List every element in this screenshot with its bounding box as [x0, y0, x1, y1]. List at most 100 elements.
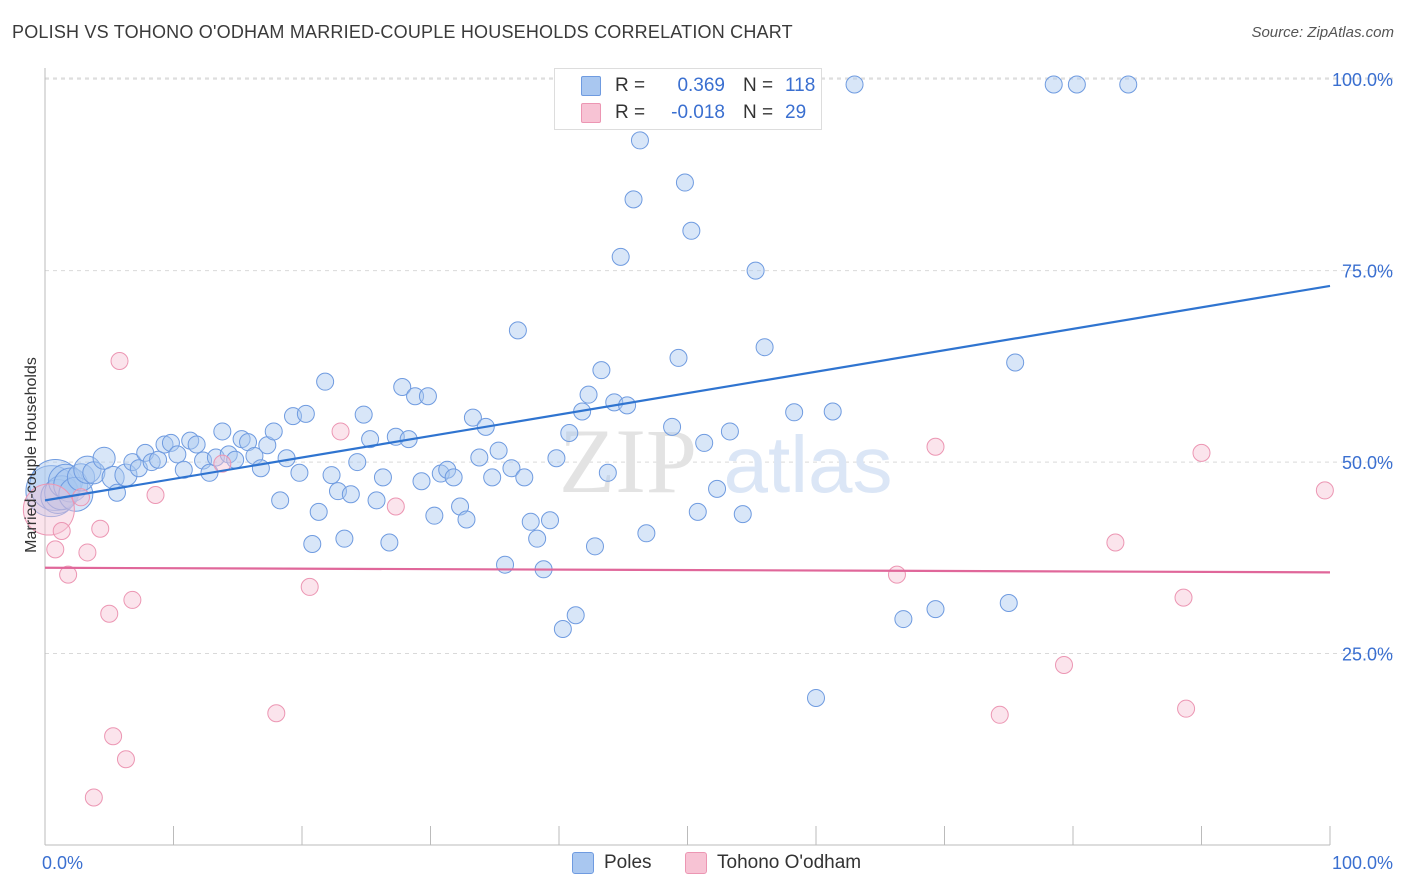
poles-point	[785, 403, 804, 422]
poles-point	[406, 387, 425, 406]
trend-lines	[44, 284, 1331, 574]
poles-point	[451, 497, 470, 516]
poles-point	[528, 529, 547, 548]
tohono-point	[267, 704, 286, 723]
tohono-point	[1192, 443, 1211, 462]
y-tick-label: 75.0%	[1342, 262, 1393, 282]
poles-point	[579, 385, 598, 404]
poles-point	[682, 221, 701, 240]
poles-point	[611, 247, 630, 266]
tohono-trend-line	[44, 566, 1331, 574]
tohono-point	[386, 497, 405, 516]
poles-point	[496, 555, 515, 574]
legend-swatch-poles	[581, 76, 601, 96]
tohono-point	[331, 422, 350, 441]
poles-point	[155, 435, 174, 454]
tohono-point	[1315, 481, 1334, 500]
poles-point	[463, 408, 482, 427]
legend-n-label: N =	[743, 75, 774, 96]
tohono-point	[100, 604, 119, 623]
tohono-point	[91, 519, 110, 538]
poles-point	[755, 338, 774, 357]
tohono-point	[926, 437, 945, 456]
tohono-point	[104, 727, 123, 746]
watermark-zip: ZIP	[559, 410, 697, 512]
poles-point	[457, 510, 476, 529]
y-tick-label: 100.0%	[1332, 70, 1393, 90]
tohono-point	[146, 486, 165, 505]
poles-point	[926, 600, 945, 619]
series-swatch-tohono	[685, 852, 707, 874]
tohono-point	[116, 750, 135, 769]
chart-title: POLISH VS TOHONO O'ODHAM MARRIED-COUPLE …	[12, 22, 793, 42]
legend-n-value: 118	[785, 75, 816, 96]
poles-trend-line	[44, 284, 1331, 502]
tohono-point	[52, 522, 71, 540]
poles-point	[367, 491, 386, 510]
poles-point	[322, 466, 341, 485]
tohono-point	[71, 488, 90, 507]
tohono-point	[1106, 533, 1125, 552]
poles-point	[92, 446, 116, 470]
poles-point	[807, 688, 825, 707]
poles-point	[444, 468, 463, 487]
poles-point	[348, 453, 367, 472]
poles-point	[361, 430, 380, 449]
tohono-point	[59, 565, 78, 584]
poles-point	[598, 463, 617, 482]
x-tick-label: 100.0%	[1332, 853, 1393, 873]
poles-point	[560, 423, 579, 442]
poles-point	[341, 485, 360, 504]
watermark-atlas: atlas	[724, 420, 893, 509]
poles-point	[425, 506, 444, 525]
legend-r-value: -0.018	[671, 102, 725, 123]
poles-point	[663, 417, 682, 436]
legend-r-label: R =	[615, 102, 646, 123]
poles-point	[264, 422, 283, 441]
poles-point	[309, 502, 328, 521]
poles-point	[515, 468, 534, 487]
poles-point	[161, 433, 180, 452]
poles-point	[592, 361, 611, 380]
series-legend: Poles Tohono O'odham	[0, 852, 1406, 876]
tohono-point	[123, 590, 142, 609]
poles-point	[1006, 353, 1025, 372]
poles-point	[316, 372, 335, 391]
y-tick-label: 50.0%	[1342, 453, 1393, 473]
tohono-point	[213, 454, 232, 473]
poles-point	[418, 387, 437, 406]
poles-point	[303, 535, 322, 554]
tohono-point	[300, 577, 319, 596]
poles-point	[271, 491, 290, 510]
poles-point	[553, 620, 572, 639]
series-label-tohono: Tohono O'odham	[717, 852, 862, 873]
poles-point	[373, 468, 392, 487]
poles-point	[438, 460, 457, 479]
poles-point	[637, 524, 656, 543]
series-legend-poles[interactable]: Poles	[572, 852, 652, 874]
tohono-point	[1055, 656, 1074, 675]
poles-point	[393, 378, 412, 397]
tohono-point	[110, 351, 129, 370]
poles-point	[746, 261, 765, 280]
legend-r-value: 0.369	[677, 75, 725, 96]
poles-point	[541, 511, 560, 530]
poles-point	[187, 435, 206, 454]
poles-point	[669, 348, 688, 367]
grid	[45, 77, 1395, 655]
poles-point	[688, 502, 707, 521]
poles-point	[412, 472, 431, 491]
tohono-point	[887, 565, 906, 584]
tohono-point	[1177, 699, 1196, 718]
legend-row-tohono: R = -0.018 N = 29	[581, 100, 806, 126]
correlation-legend: R = 0.369 N = 118 R = -0.018 N = 29	[554, 68, 822, 130]
legend-n-label: N =	[743, 102, 774, 123]
poles-point	[733, 505, 752, 524]
poles-point	[296, 404, 315, 423]
tohono-point	[1174, 588, 1193, 607]
poles-point	[630, 131, 649, 150]
poles-point	[521, 512, 540, 531]
series-label-poles: Poles	[604, 852, 652, 873]
poles-point	[695, 433, 714, 452]
series-legend-tohono[interactable]: Tohono O'odham	[685, 852, 861, 874]
